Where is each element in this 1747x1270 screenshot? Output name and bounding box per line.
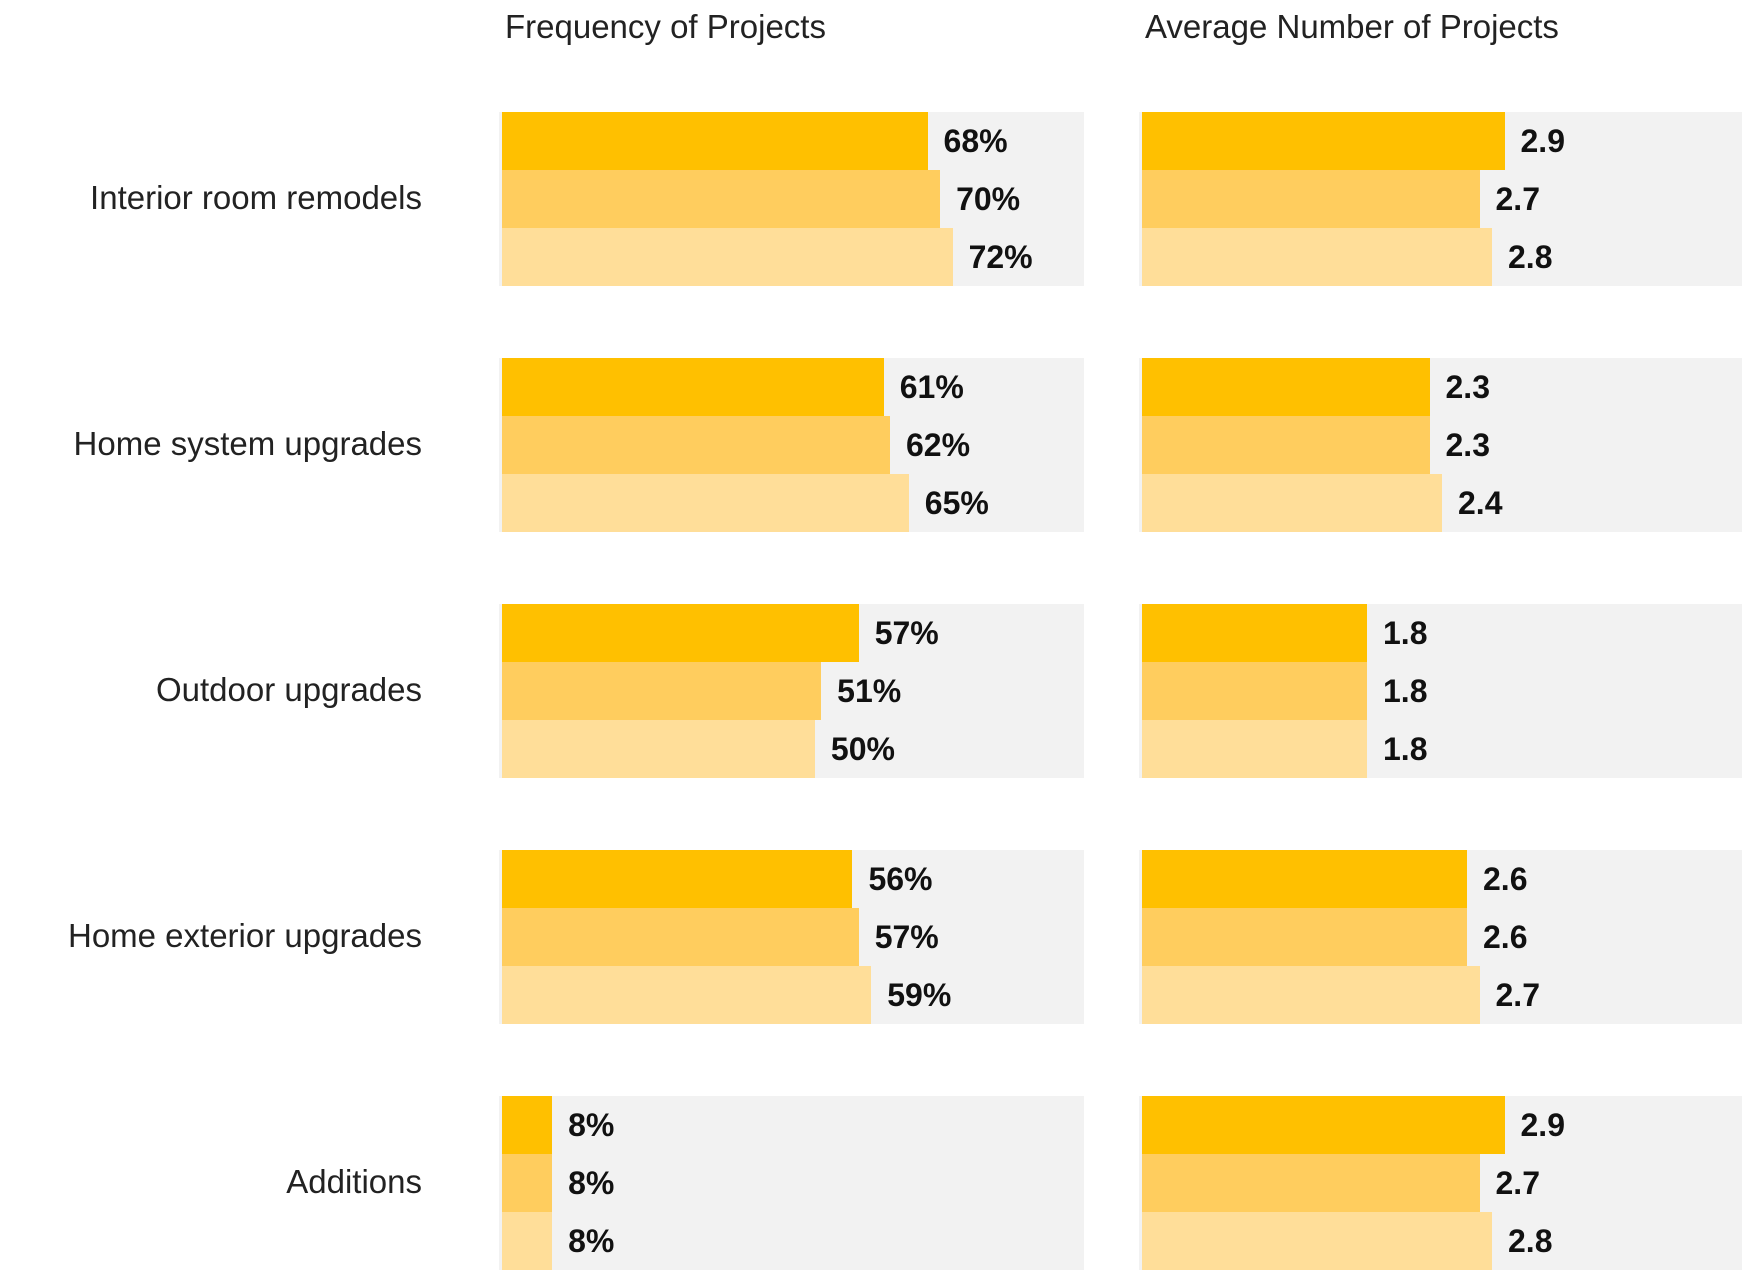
bar (502, 966, 872, 1024)
value-label: 2.6 (1483, 919, 1528, 955)
category-label: Home exterior upgrades (67, 917, 422, 954)
bar (1142, 228, 1492, 286)
value-label: 8% (568, 1107, 615, 1143)
value-label: 68% (943, 123, 1008, 159)
bar (502, 170, 941, 228)
value-label: 1.8 (1383, 731, 1428, 767)
value-label: 61% (899, 369, 964, 405)
value-label: 50% (830, 731, 895, 767)
bar (502, 1212, 553, 1270)
bar (1142, 850, 1467, 908)
value-label: 8% (568, 1165, 615, 1201)
bar (502, 908, 859, 966)
bar (502, 850, 853, 908)
category-label: Interior room remodels (90, 179, 422, 216)
bar (1142, 966, 1480, 1024)
value-label: 2.3 (1445, 427, 1490, 463)
value-label: 1.8 (1383, 615, 1428, 651)
bar (1142, 604, 1367, 662)
value-label: 2.7 (1495, 977, 1540, 1013)
bar (1142, 908, 1467, 966)
value-label: 51% (837, 673, 902, 709)
value-label: 56% (868, 861, 933, 897)
bar (502, 474, 909, 532)
bar (1142, 112, 1505, 170)
panel (499, 1096, 1084, 1270)
value-label: 8% (568, 1223, 615, 1259)
bar (502, 1154, 553, 1212)
category-label: Home system upgrades (73, 425, 422, 462)
bar (502, 1096, 553, 1154)
bar (502, 720, 815, 778)
bar (502, 358, 884, 416)
value-label: 2.7 (1495, 181, 1540, 217)
value-label: 57% (874, 615, 939, 651)
bar (502, 604, 859, 662)
bar (1142, 1212, 1492, 1270)
value-label: 2.8 (1508, 239, 1553, 275)
value-label: 72% (968, 239, 1033, 275)
bar (502, 662, 822, 720)
value-label: 1.8 (1383, 673, 1428, 709)
value-label: 2.3 (1445, 369, 1490, 405)
value-label: 2.4 (1458, 485, 1503, 521)
bar (1142, 474, 1442, 532)
bar (1142, 416, 1430, 474)
value-label: 2.9 (1520, 123, 1565, 159)
bar (502, 416, 890, 474)
bar (502, 228, 953, 286)
value-label: 2.6 (1483, 861, 1528, 897)
bar (1142, 720, 1367, 778)
bar (1142, 170, 1480, 228)
value-label: 2.7 (1495, 1165, 1540, 1201)
bar (1142, 1154, 1480, 1212)
bar (1142, 662, 1367, 720)
category-label: Additions (286, 1163, 422, 1200)
chart-title: Frequency of Projects (505, 8, 826, 45)
value-label: 2.8 (1508, 1223, 1553, 1259)
value-label: 62% (906, 427, 971, 463)
bar (1142, 358, 1430, 416)
value-label: 2.9 (1520, 1107, 1565, 1143)
value-label: 70% (956, 181, 1021, 217)
chart-title: Average Number of Projects (1145, 8, 1559, 45)
category-label: Outdoor upgrades (155, 671, 422, 708)
value-label: 65% (924, 485, 989, 521)
value-label: 59% (887, 977, 952, 1013)
bar (502, 112, 928, 170)
bar (1142, 1096, 1505, 1154)
value-label: 57% (874, 919, 939, 955)
